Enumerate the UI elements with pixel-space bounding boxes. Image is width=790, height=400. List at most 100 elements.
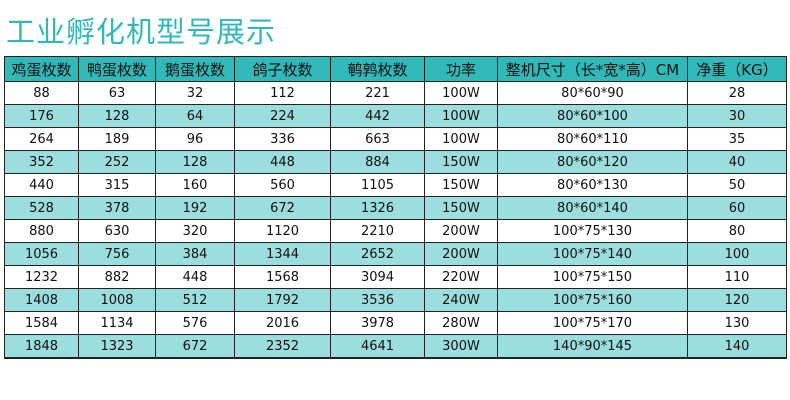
table-cell: 672 [234, 196, 331, 220]
table-cell: 2352 [234, 334, 331, 359]
table-row: 880 630 320 1120 2210 200W 100*75*130 80 [4, 219, 787, 243]
table-cell: 35 [687, 127, 787, 151]
table-cell: 252 [78, 150, 156, 174]
table-cell: 100W [424, 104, 498, 128]
table-cell: 200W [424, 219, 498, 243]
table-cell: 384 [155, 242, 235, 266]
table-cell: 28 [687, 81, 787, 105]
table-cell: 100*75*150 [497, 265, 688, 289]
table-cell: 240W [424, 288, 498, 312]
table-cell: 80*60*140 [497, 196, 688, 220]
table-cell: 40 [687, 150, 787, 174]
table-cell: 2016 [234, 311, 331, 335]
table-cell: 64 [155, 104, 235, 128]
column-header: 鸡蛋枚数 [4, 56, 79, 82]
table-cell: 528 [4, 196, 79, 220]
table-cell: 1408 [4, 288, 79, 312]
table-cell: 63 [78, 81, 156, 105]
table-cell: 882 [78, 265, 156, 289]
table-cell: 440 [4, 173, 79, 197]
table-cell: 4641 [330, 334, 425, 359]
page-title: 工业孵化机型号展示 [6, 15, 277, 49]
table-cell: 512 [155, 288, 235, 312]
table-cell: 176 [4, 104, 79, 128]
table-cell: 1323 [78, 334, 156, 359]
table-row: 264 189 96 336 663 100W 80*60*110 35 [4, 127, 787, 151]
table-cell: 192 [155, 196, 235, 220]
column-header: 鹅蛋枚数 [155, 56, 235, 82]
column-header: 鹌鹑枚数 [330, 56, 425, 82]
table-cell: 32 [155, 81, 235, 105]
table-cell: 336 [234, 127, 331, 151]
table-cell: 576 [155, 311, 235, 335]
table-cell: 320 [155, 219, 235, 243]
table-cell: 1848 [4, 334, 79, 359]
table-row: 528 378 192 672 1326 150W 80*60*140 60 [4, 196, 787, 220]
column-header: 功率 [424, 56, 498, 82]
table-row: 1848 1323 672 2352 4641 300W 140*90*145 140 [4, 334, 787, 359]
table-cell: 442 [330, 104, 425, 128]
table-cell: 378 [78, 196, 156, 220]
table-cell: 88 [4, 81, 79, 105]
table-cell: 1232 [4, 265, 79, 289]
table-cell: 352 [4, 150, 79, 174]
table-cell: 160 [155, 173, 235, 197]
table-cell: 663 [330, 127, 425, 151]
table-cell: 80*60*130 [497, 173, 688, 197]
table-cell: 80*60*120 [497, 150, 688, 174]
table-row: 1056 756 384 1344 2652 200W 100*75*140 100 [4, 242, 787, 266]
column-header: 鸭蛋枚数 [78, 56, 156, 82]
table-cell: 96 [155, 127, 235, 151]
table-cell: 1008 [78, 288, 156, 312]
header-row: 鸡蛋枚数 鸭蛋枚数 鹅蛋枚数 鸽子枚数 鹌鹑枚数 功率 整机尺寸（长*宽*高）CM 净重（KG… [4, 56, 787, 82]
table-cell: 221 [330, 81, 425, 105]
table-cell: 1584 [4, 311, 79, 335]
table-cell: 150W [424, 173, 498, 197]
column-header: 净重（KG） [687, 56, 787, 82]
table-cell: 1568 [234, 265, 331, 289]
table-row: 352 252 128 448 884 150W 80*60*120 40 [4, 150, 787, 174]
table-cell: 1120 [234, 219, 331, 243]
table-cell: 80*60*100 [497, 104, 688, 128]
table-row: 1232 882 448 1568 3094 220W 100*75*150 110 [4, 265, 787, 289]
table-cell: 140 [687, 334, 787, 359]
table-cell: 60 [687, 196, 787, 220]
table-cell: 1056 [4, 242, 79, 266]
table-cell: 1105 [330, 173, 425, 197]
table-cell: 140*90*145 [497, 334, 688, 359]
table-cell: 1326 [330, 196, 425, 220]
table-cell: 100 [687, 242, 787, 266]
table-cell: 112 [234, 81, 331, 105]
table-cell: 100*75*130 [497, 219, 688, 243]
table-cell: 280W [424, 311, 498, 335]
table-cell: 630 [78, 219, 156, 243]
table-cell: 448 [155, 265, 235, 289]
table-cell: 80 [687, 219, 787, 243]
table-cell: 448 [234, 150, 331, 174]
table-cell: 150W [424, 196, 498, 220]
column-header: 鸽子枚数 [234, 56, 331, 82]
table-cell: 2652 [330, 242, 425, 266]
table-row: 1584 1134 576 2016 3978 280W 100*75*170 130 [4, 311, 787, 335]
table-cell: 756 [78, 242, 156, 266]
table-cell: 3536 [330, 288, 425, 312]
table-cell: 128 [78, 104, 156, 128]
table-cell: 189 [78, 127, 156, 151]
table-cell: 2210 [330, 219, 425, 243]
table-cell: 100W [424, 81, 498, 105]
table-cell: 264 [4, 127, 79, 151]
table-cell: 560 [234, 173, 331, 197]
table-cell: 1344 [234, 242, 331, 266]
table-cell: 100*75*160 [497, 288, 688, 312]
table-cell: 110 [687, 265, 787, 289]
table-cell: 3978 [330, 311, 425, 335]
table-cell: 80*60*90 [497, 81, 688, 105]
table-cell: 150W [424, 150, 498, 174]
table-cell: 3094 [330, 265, 425, 289]
table-cell: 315 [78, 173, 156, 197]
table-cell: 100W [424, 127, 498, 151]
table-cell: 220W [424, 265, 498, 289]
table-cell: 100*75*170 [497, 311, 688, 335]
table-cell: 300W [424, 334, 498, 359]
table-cell: 884 [330, 150, 425, 174]
